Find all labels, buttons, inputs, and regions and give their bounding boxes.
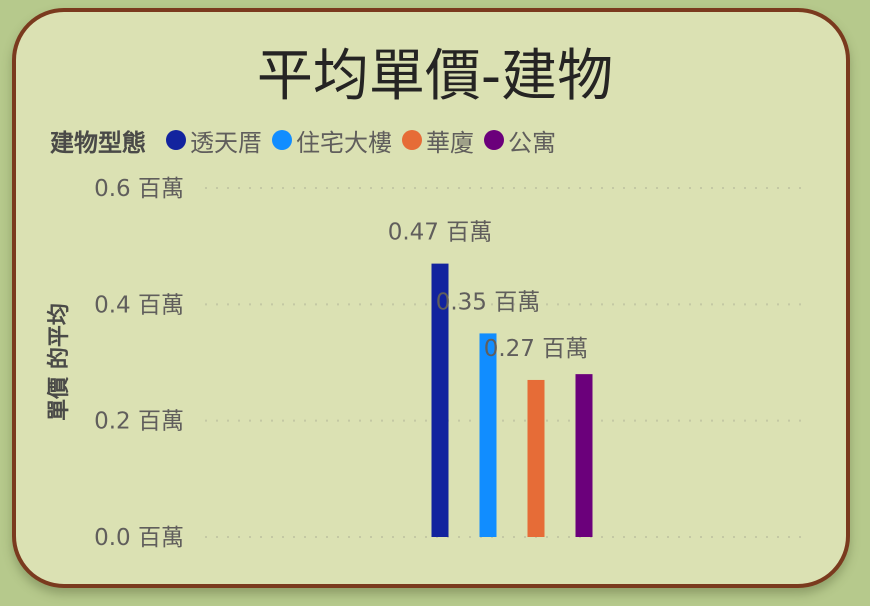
legend-label-0: 透天厝 bbox=[190, 128, 262, 157]
bar-0[interactable] bbox=[431, 263, 449, 537]
bar-2[interactable] bbox=[527, 379, 545, 537]
chart-card bbox=[12, 8, 850, 588]
data-label-2: 0.27 百萬 bbox=[484, 336, 589, 362]
legend: 建物型態 透天厝 住宅大樓 華廈 公寓 bbox=[50, 123, 566, 158]
bar-1[interactable] bbox=[479, 333, 497, 537]
data-label-1: 0.35 百萬 bbox=[436, 289, 541, 315]
chart-title: 平均單價-建物 bbox=[256, 44, 614, 109]
legend-swatch-2 bbox=[402, 130, 422, 150]
y-tick-label-0: 0.0 百萬 bbox=[94, 525, 184, 551]
y-tick-label-2: 0.4 百萬 bbox=[94, 292, 184, 318]
legend-swatch-3 bbox=[484, 130, 504, 150]
legend-swatch-0 bbox=[166, 130, 186, 150]
bar-3[interactable] bbox=[575, 374, 593, 537]
y-tick-label-3: 0.6 百萬 bbox=[94, 176, 184, 202]
legend-label-3: 公寓 bbox=[508, 128, 556, 157]
legend-item-1[interactable]: 住宅大樓 bbox=[272, 123, 392, 158]
legend-title: 建物型態 bbox=[50, 128, 146, 157]
y-axis-ticks: 0.0 百萬 0.2 百萬 0.4 百萬 0.6 百萬 bbox=[94, 176, 184, 551]
data-labels: 0.47 百萬 0.35 百萬 0.27 百萬 bbox=[388, 220, 589, 362]
legend-label-1: 住宅大樓 bbox=[296, 128, 392, 157]
legend-label-2: 華廈 bbox=[426, 128, 474, 157]
data-label-0: 0.47 百萬 bbox=[388, 220, 493, 246]
legend-item-2[interactable]: 華廈 bbox=[402, 123, 474, 158]
gridlines bbox=[205, 187, 808, 538]
bars bbox=[431, 263, 593, 537]
y-axis-label: 單價 的平均 bbox=[46, 303, 72, 421]
legend-item-0[interactable]: 透天厝 bbox=[166, 123, 262, 158]
legend-swatch-1 bbox=[272, 130, 292, 150]
legend-item-3[interactable]: 公寓 bbox=[484, 123, 556, 158]
y-tick-label-1: 0.2 百萬 bbox=[94, 409, 184, 435]
